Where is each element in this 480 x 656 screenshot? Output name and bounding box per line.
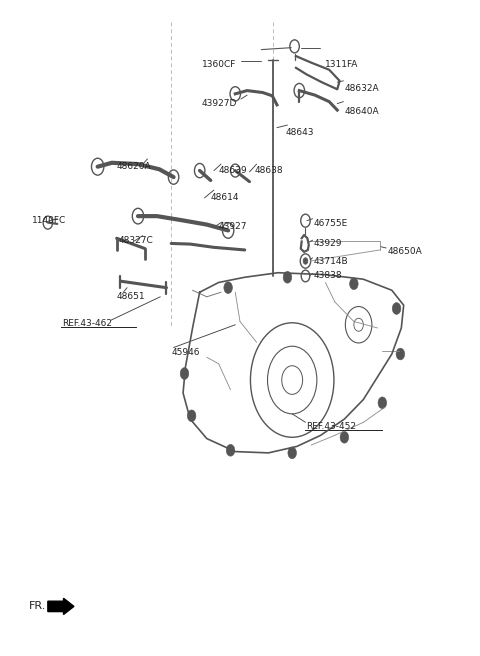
Circle shape bbox=[187, 410, 196, 422]
Text: 43838: 43838 bbox=[313, 272, 342, 281]
Text: 48639: 48639 bbox=[219, 166, 247, 175]
Text: 1140FC: 1140FC bbox=[32, 216, 66, 225]
Circle shape bbox=[392, 302, 401, 314]
Text: FR.: FR. bbox=[29, 602, 46, 611]
Text: 48640A: 48640A bbox=[344, 107, 379, 116]
Text: 48327C: 48327C bbox=[119, 236, 154, 245]
Text: 48643: 48643 bbox=[285, 129, 313, 137]
Text: REF.43-452: REF.43-452 bbox=[306, 422, 357, 432]
Circle shape bbox=[288, 447, 297, 459]
Text: 43927D: 43927D bbox=[202, 99, 238, 108]
Text: 48632A: 48632A bbox=[344, 84, 379, 93]
Circle shape bbox=[224, 282, 232, 293]
Circle shape bbox=[349, 278, 358, 289]
Text: REF.43-462: REF.43-462 bbox=[62, 319, 112, 328]
Text: 45946: 45946 bbox=[171, 348, 200, 358]
Circle shape bbox=[340, 432, 348, 443]
Text: 1311FA: 1311FA bbox=[325, 60, 359, 69]
Circle shape bbox=[283, 272, 292, 283]
Text: 48638: 48638 bbox=[254, 166, 283, 175]
Circle shape bbox=[378, 397, 386, 409]
Circle shape bbox=[396, 348, 405, 360]
Text: 46755E: 46755E bbox=[313, 219, 348, 228]
Text: 48620A: 48620A bbox=[117, 162, 151, 171]
FancyArrow shape bbox=[48, 598, 74, 615]
Circle shape bbox=[303, 258, 308, 264]
Text: 48614: 48614 bbox=[211, 194, 239, 203]
Text: 48651: 48651 bbox=[117, 293, 145, 301]
Text: 43714B: 43714B bbox=[313, 256, 348, 266]
Text: 48650A: 48650A bbox=[387, 247, 422, 256]
Circle shape bbox=[226, 444, 235, 456]
Text: 43929: 43929 bbox=[313, 239, 342, 248]
Text: 1360CF: 1360CF bbox=[202, 60, 237, 69]
Circle shape bbox=[180, 367, 189, 379]
Text: 43927: 43927 bbox=[219, 222, 247, 231]
